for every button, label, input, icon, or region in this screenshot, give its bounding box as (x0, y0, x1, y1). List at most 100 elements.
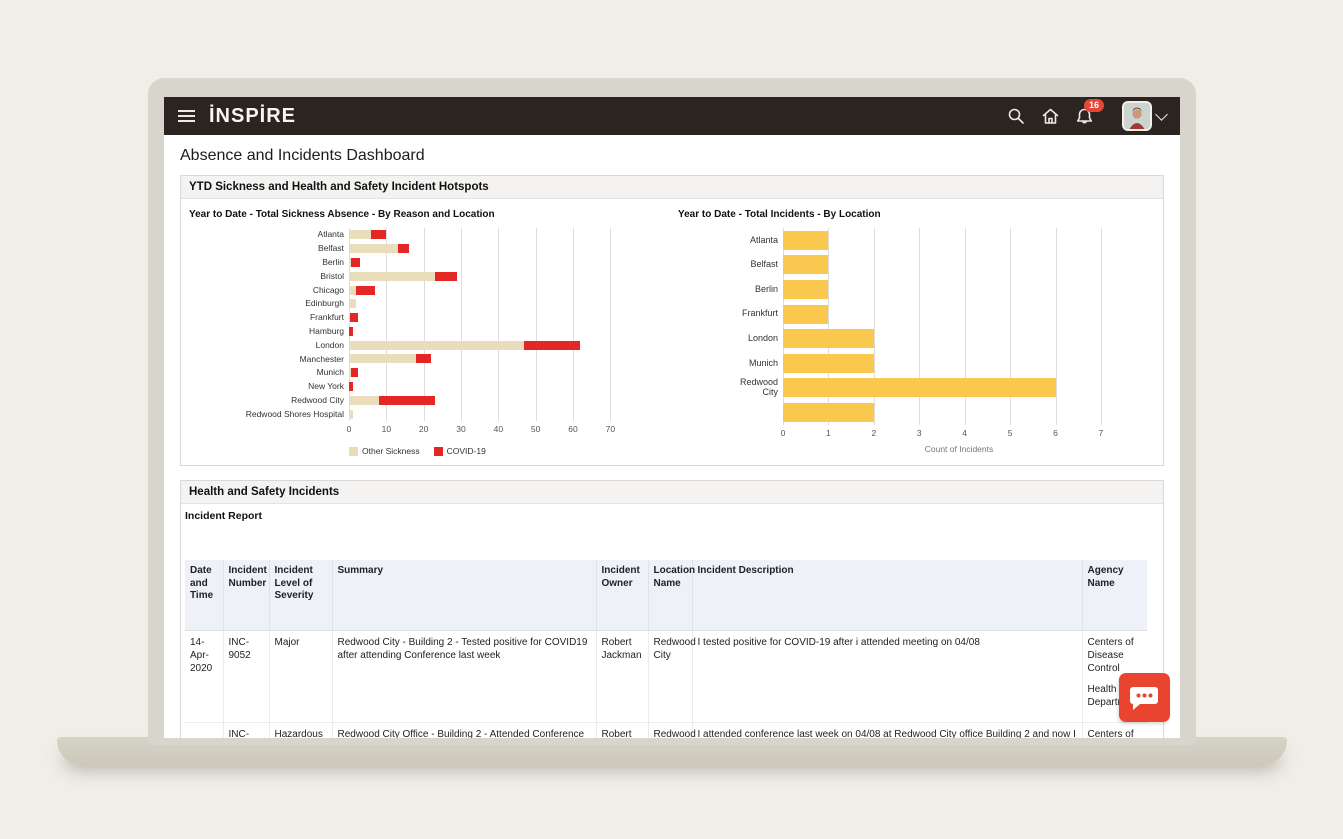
chart-area: Atlanta Belfast Berlin Bristol Chicago Edinbu… (189, 228, 666, 436)
bar-segment[interactable] (349, 381, 353, 391)
bar-segment[interactable] (349, 257, 351, 267)
bar-segment[interactable] (524, 340, 581, 350)
category-label: Frankfurt (309, 312, 344, 323)
avatar[interactable] (1122, 101, 1152, 131)
bar-segment[interactable] (349, 409, 353, 419)
x-axis-tick: 60 (568, 424, 578, 434)
gridline (964, 228, 966, 425)
cell-agencies: Centers of Disease Control Health Depart… (1082, 722, 1147, 738)
col-severity[interactable]: Incident Level of Severity (269, 560, 333, 631)
bar-segment[interactable] (349, 271, 435, 281)
bar-segment[interactable] (416, 354, 432, 364)
table-header-row: Date and Time Incident Number Incident L… (185, 560, 1147, 631)
top-navigation-bar: İNSPİRE 16 (164, 97, 1180, 135)
hotspots-card: YTD Sickness and Health and Safety Incid… (180, 175, 1164, 466)
chart-bar-row (783, 376, 1135, 401)
sickness-absence-chart: Year to Date - Total Sickness Absence - … (183, 203, 672, 465)
chart-bar-row (349, 297, 629, 311)
cell-summary: Redwood City - Building 2 - Tested posit… (332, 630, 597, 723)
hamburger-menu-icon[interactable] (178, 110, 195, 122)
y-axis-labels: Atlanta Belfast Berlin Bristol Chicago Edinbu… (189, 228, 349, 436)
x-axis-tick: 20 (418, 424, 429, 434)
col-location-name[interactable]: Location Name (648, 560, 695, 631)
gridline (919, 228, 921, 425)
category-label: London (315, 339, 344, 350)
bar-segment[interactable] (350, 313, 358, 323)
x-axis-tick: 1 (826, 428, 831, 438)
col-agency-name[interactable]: Agency Name (1082, 560, 1147, 631)
cell-number: INC-9052 (223, 630, 270, 723)
col-date-and-time[interactable]: Date and Time (185, 560, 224, 631)
bar-segment[interactable] (349, 230, 372, 240)
cell-date: 14-Apr-2020 (185, 630, 224, 723)
col-incident-description[interactable]: Incident Description (692, 560, 1083, 631)
chart-bar-row (783, 326, 1135, 351)
bar-segment[interactable] (397, 244, 409, 254)
charts-row: Year to Date - Total Sickness Absence - … (181, 199, 1163, 465)
app-logo: İNSPİRE (209, 105, 297, 127)
col-incident-number[interactable]: Incident Number (223, 560, 270, 631)
col-summary[interactable]: Summary (332, 560, 597, 631)
col-incident-owner[interactable]: Incident Owner (596, 560, 649, 631)
legend-item: COVID-19 (433, 446, 486, 456)
x-axis-tick: 0 (780, 428, 786, 438)
bar-segment[interactable] (349, 326, 353, 336)
category-label: Redwood City (739, 377, 778, 397)
user-menu[interactable] (1122, 101, 1168, 131)
notifications-bell[interactable]: 16 (1074, 99, 1105, 126)
bar-segment[interactable] (349, 244, 398, 254)
bar-segment[interactable] (349, 299, 357, 309)
notification-count-badge: 16 (1084, 99, 1105, 112)
chart-bar-row (349, 352, 629, 366)
incidents-card: Health and Safety Incidents Incident Rep… (180, 480, 1164, 738)
category-label (678, 400, 783, 425)
bar-segment[interactable] (783, 353, 874, 373)
chart-bar-row (349, 338, 629, 352)
chart-bar-row (783, 277, 1135, 302)
gridline (498, 228, 500, 421)
bar-segment[interactable] (350, 257, 361, 267)
bar-segment[interactable] (350, 368, 359, 378)
table-row[interactable]: INC-9050 Hazardous Redwood City Office -… (185, 722, 1147, 738)
legend-swatch (433, 446, 443, 456)
category-label: Munich (748, 357, 778, 368)
gridline (423, 228, 425, 421)
x-axis-label: Count of Incidents (924, 444, 994, 454)
bar-segment[interactable] (783, 279, 829, 299)
bar-segment[interactable] (349, 354, 417, 364)
bar-segment[interactable] (783, 329, 874, 349)
bar-segment[interactable] (349, 368, 351, 378)
chart-bar-row (349, 380, 629, 394)
category-label: New York (308, 381, 344, 392)
plot-column: 0 10 20 30 40 50 60 70 (347, 228, 629, 436)
plot-area (349, 228, 629, 421)
category-label: Manchester (299, 353, 344, 364)
bar-segment[interactable] (783, 378, 1056, 398)
bar-segment[interactable] (349, 285, 357, 295)
category-label: Atlanta (749, 234, 778, 245)
cell-severity: Major (269, 630, 333, 723)
x-axis-tick: 30 (456, 424, 466, 434)
legend-swatch (349, 446, 358, 456)
category-label: Berlin (322, 257, 344, 268)
agency-name: Centers of Disease Control (1087, 728, 1134, 739)
app-screen: İNSPİRE 16 Absence a (164, 97, 1180, 738)
bar-segment[interactable] (349, 313, 351, 323)
chat-widget-button[interactable] (1119, 673, 1170, 722)
table-row[interactable]: 14-Apr-2020 INC-9052 Major Redwood City … (185, 630, 1147, 723)
bar-segment[interactable] (378, 395, 435, 405)
bar-segment[interactable] (783, 255, 829, 275)
bar-segment[interactable] (349, 340, 525, 350)
chart-bar-row (783, 253, 1135, 278)
bar-segment[interactable] (783, 230, 829, 250)
bar-segment[interactable] (356, 285, 376, 295)
bar-segment[interactable] (783, 304, 829, 324)
search-icon[interactable] (1006, 106, 1026, 126)
bar-segment[interactable] (349, 395, 379, 405)
gridline (828, 228, 830, 425)
bar-segment[interactable] (371, 230, 387, 240)
bar-segment[interactable] (783, 402, 874, 422)
bar-segment[interactable] (434, 271, 458, 281)
chevron-down-icon (1155, 108, 1168, 121)
home-icon[interactable] (1040, 106, 1060, 126)
